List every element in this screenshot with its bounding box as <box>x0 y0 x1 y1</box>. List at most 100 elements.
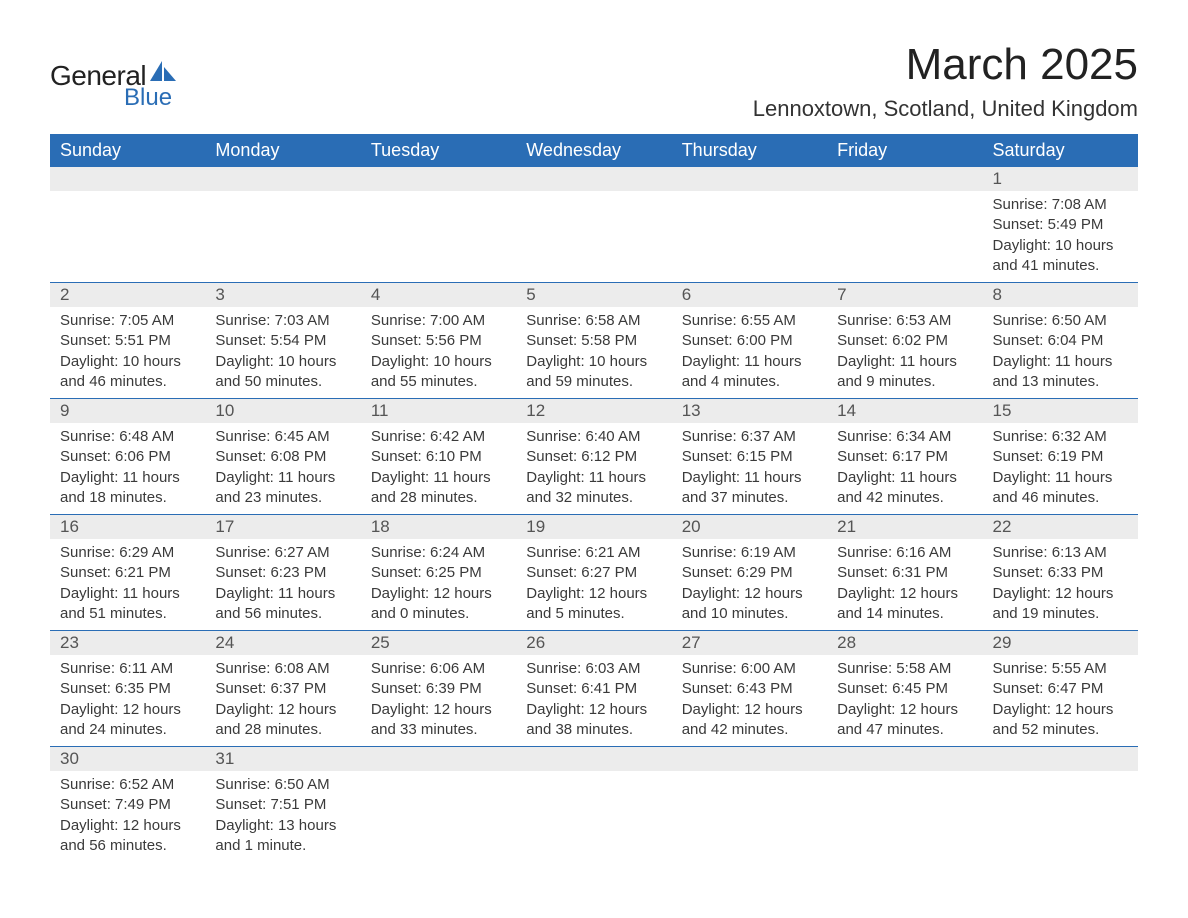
daylight-text: Daylight: 12 hours <box>837 700 972 720</box>
calendar-week-row: 30Sunrise: 6:52 AMSunset: 7:49 PMDayligh… <box>50 747 1138 863</box>
calendar-cell: 10Sunrise: 6:45 AMSunset: 6:08 PMDayligh… <box>205 399 360 515</box>
daylight-text: and 5 minutes. <box>526 604 661 624</box>
daylight-text: Daylight: 12 hours <box>837 584 972 604</box>
sunrise-text: Sunrise: 6:32 AM <box>993 427 1128 447</box>
sunrise-text: Sunrise: 6:50 AM <box>993 311 1128 331</box>
daylight-text: and 9 minutes. <box>837 372 972 392</box>
logo-text-sub: Blue <box>124 84 172 112</box>
sunrise-text: Sunrise: 6:24 AM <box>371 543 506 563</box>
calendar-cell: 4Sunrise: 7:00 AMSunset: 5:56 PMDaylight… <box>361 283 516 399</box>
sunset-text: Sunset: 6:15 PM <box>682 447 817 467</box>
calendar-cell <box>983 747 1138 863</box>
day-number: 17 <box>205 515 360 539</box>
sunrise-text: Sunrise: 6:03 AM <box>526 659 661 679</box>
sunrise-text: Sunrise: 6:52 AM <box>60 775 195 795</box>
calendar-table: SundayMondayTuesdayWednesdayThursdayFrid… <box>50 134 1138 862</box>
daylight-text: and 32 minutes. <box>526 488 661 508</box>
daylight-text: and 1 minute. <box>215 836 350 856</box>
day-number: 1 <box>983 167 1138 191</box>
daylight-text: Daylight: 12 hours <box>60 816 195 836</box>
sunrise-text: Sunrise: 6:06 AM <box>371 659 506 679</box>
daylight-text: Daylight: 12 hours <box>993 584 1128 604</box>
sunset-text: Sunset: 6:33 PM <box>993 563 1128 583</box>
day-number <box>50 167 205 191</box>
calendar-cell: 20Sunrise: 6:19 AMSunset: 6:29 PMDayligh… <box>672 515 827 631</box>
day-header: Monday <box>205 134 360 167</box>
calendar-cell: 16Sunrise: 6:29 AMSunset: 6:21 PMDayligh… <box>50 515 205 631</box>
sunrise-text: Sunrise: 6:42 AM <box>371 427 506 447</box>
calendar-cell <box>672 747 827 863</box>
sunrise-text: Sunrise: 6:50 AM <box>215 775 350 795</box>
day-number <box>827 167 982 191</box>
sunset-text: Sunset: 6:39 PM <box>371 679 506 699</box>
sunrise-text: Sunrise: 6:53 AM <box>837 311 972 331</box>
sunset-text: Sunset: 6:25 PM <box>371 563 506 583</box>
calendar-cell <box>205 167 360 283</box>
day-number: 2 <box>50 283 205 307</box>
calendar-cell: 27Sunrise: 6:00 AMSunset: 6:43 PMDayligh… <box>672 631 827 747</box>
calendar-cell <box>516 167 671 283</box>
sunset-text: Sunset: 6:41 PM <box>526 679 661 699</box>
sunrise-text: Sunrise: 6:48 AM <box>60 427 195 447</box>
calendar-week-row: 2Sunrise: 7:05 AMSunset: 5:51 PMDaylight… <box>50 283 1138 399</box>
day-body: Sunrise: 6:50 AMSunset: 6:04 PMDaylight:… <box>983 307 1138 398</box>
calendar-cell <box>516 747 671 863</box>
sunset-text: Sunset: 6:29 PM <box>682 563 817 583</box>
sunset-text: Sunset: 5:58 PM <box>526 331 661 351</box>
sunrise-text: Sunrise: 7:05 AM <box>60 311 195 331</box>
daylight-text: and 59 minutes. <box>526 372 661 392</box>
day-body: Sunrise: 7:03 AMSunset: 5:54 PMDaylight:… <box>205 307 360 398</box>
daylight-text: and 47 minutes. <box>837 720 972 740</box>
sunrise-text: Sunrise: 6:16 AM <box>837 543 972 563</box>
day-body-empty <box>361 191 516 282</box>
daylight-text: Daylight: 12 hours <box>682 700 817 720</box>
calendar-cell: 14Sunrise: 6:34 AMSunset: 6:17 PMDayligh… <box>827 399 982 515</box>
daylight-text: Daylight: 12 hours <box>371 584 506 604</box>
daylight-text: Daylight: 11 hours <box>837 468 972 488</box>
daylight-text: and 56 minutes. <box>60 836 195 856</box>
day-number <box>672 167 827 191</box>
sunrise-text: Sunrise: 6:21 AM <box>526 543 661 563</box>
day-body-empty <box>205 191 360 282</box>
day-body-empty <box>672 191 827 282</box>
day-number <box>827 747 982 771</box>
sunset-text: Sunset: 6:19 PM <box>993 447 1128 467</box>
daylight-text: Daylight: 10 hours <box>371 352 506 372</box>
calendar-week-row: 16Sunrise: 6:29 AMSunset: 6:21 PMDayligh… <box>50 515 1138 631</box>
page-title: March 2025 <box>753 40 1138 90</box>
day-number: 3 <box>205 283 360 307</box>
calendar-cell: 9Sunrise: 6:48 AMSunset: 6:06 PMDaylight… <box>50 399 205 515</box>
daylight-text: and 4 minutes. <box>682 372 817 392</box>
sunset-text: Sunset: 7:49 PM <box>60 795 195 815</box>
day-header: Sunday <box>50 134 205 167</box>
sunrise-text: Sunrise: 6:40 AM <box>526 427 661 447</box>
day-number <box>361 747 516 771</box>
calendar-cell: 12Sunrise: 6:40 AMSunset: 6:12 PMDayligh… <box>516 399 671 515</box>
calendar-cell: 24Sunrise: 6:08 AMSunset: 6:37 PMDayligh… <box>205 631 360 747</box>
daylight-text: and 55 minutes. <box>371 372 506 392</box>
daylight-text: and 33 minutes. <box>371 720 506 740</box>
daylight-text: and 18 minutes. <box>60 488 195 508</box>
day-body: Sunrise: 6:45 AMSunset: 6:08 PMDaylight:… <box>205 423 360 514</box>
day-body: Sunrise: 6:34 AMSunset: 6:17 PMDaylight:… <box>827 423 982 514</box>
daylight-text: Daylight: 11 hours <box>682 468 817 488</box>
daylight-text: Daylight: 11 hours <box>993 352 1128 372</box>
day-number: 26 <box>516 631 671 655</box>
sunset-text: Sunset: 6:10 PM <box>371 447 506 467</box>
day-body: Sunrise: 5:58 AMSunset: 6:45 PMDaylight:… <box>827 655 982 746</box>
day-header: Thursday <box>672 134 827 167</box>
sunrise-text: Sunrise: 6:37 AM <box>682 427 817 447</box>
sunset-text: Sunset: 6:04 PM <box>993 331 1128 351</box>
day-body: Sunrise: 6:29 AMSunset: 6:21 PMDaylight:… <box>50 539 205 630</box>
day-number <box>983 747 1138 771</box>
sunset-text: Sunset: 6:45 PM <box>837 679 972 699</box>
daylight-text: Daylight: 10 hours <box>993 236 1128 256</box>
daylight-text: Daylight: 11 hours <box>371 468 506 488</box>
day-number: 28 <box>827 631 982 655</box>
sunrise-text: Sunrise: 6:08 AM <box>215 659 350 679</box>
calendar-cell: 8Sunrise: 6:50 AMSunset: 6:04 PMDaylight… <box>983 283 1138 399</box>
daylight-text: and 19 minutes. <box>993 604 1128 624</box>
sunset-text: Sunset: 6:12 PM <box>526 447 661 467</box>
day-number: 6 <box>672 283 827 307</box>
calendar-week-row: 23Sunrise: 6:11 AMSunset: 6:35 PMDayligh… <box>50 631 1138 747</box>
